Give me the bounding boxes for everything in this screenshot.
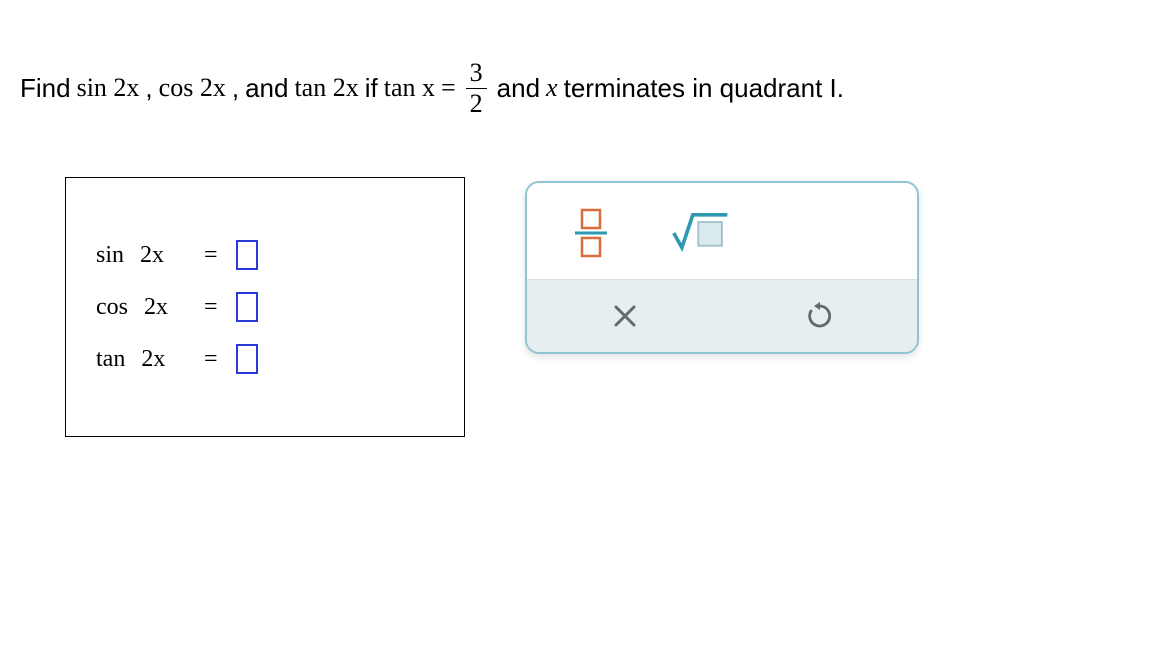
answer-row-sin2x: sin 2x = — [96, 240, 434, 270]
fraction-button[interactable] — [561, 205, 621, 261]
fn: sin — [96, 242, 124, 268]
fn: tan — [96, 346, 125, 372]
x-variable: x — [546, 70, 558, 106]
comma: , — [145, 70, 152, 106]
fraction-icon — [569, 208, 613, 258]
answer-input-tan2x[interactable] — [236, 344, 258, 374]
answer-label: cos 2x — [96, 294, 186, 321]
palette-bottom-row — [527, 279, 917, 352]
sqrt-icon — [671, 209, 731, 257]
clear-button[interactable] — [527, 294, 722, 338]
expr-sin2x: sin 2x — [77, 70, 140, 106]
fraction-denominator: 2 — [466, 88, 487, 117]
fn: cos — [96, 294, 128, 320]
math-text: cos 2x — [159, 73, 226, 102]
if-text: if — [365, 70, 378, 106]
math-text: sin 2x — [77, 73, 140, 102]
question-tail: terminates in quadrant I. — [564, 70, 844, 106]
fraction-3-over-2: 3 2 — [466, 60, 487, 117]
equals-sign: = — [441, 70, 456, 106]
expr-cos2x: cos 2x — [159, 70, 226, 106]
arg: 2x — [141, 346, 165, 372]
fraction-numerator: 3 — [466, 60, 487, 88]
question-lead: Find — [20, 70, 71, 106]
answer-row-tan2x: tan 2x = — [96, 344, 434, 374]
expr-tanx: tan x — [384, 70, 435, 106]
math-palette — [525, 181, 919, 354]
sqrt-button[interactable] — [671, 205, 731, 261]
answer-row-cos2x: cos 2x = — [96, 292, 434, 322]
math-question-page: Find sin 2x , cos 2x , and tan 2x if tan… — [0, 0, 1173, 457]
answer-label: sin 2x — [96, 242, 186, 269]
equals: = — [204, 346, 218, 373]
reset-icon — [805, 301, 835, 331]
arg: 2x — [140, 242, 164, 268]
comma: , — [232, 70, 239, 106]
math-text: tan x — [384, 73, 435, 102]
math-text: tan 2x — [294, 73, 358, 102]
close-icon — [611, 302, 639, 330]
arg: 2x — [144, 294, 168, 320]
and-text: and — [245, 70, 288, 106]
answer-label: tan 2x — [96, 346, 186, 373]
question-text: Find sin 2x , cos 2x , and tan 2x if tan… — [20, 60, 1153, 117]
and-text-2: and — [497, 70, 540, 106]
reset-button[interactable] — [722, 294, 917, 338]
equals: = — [204, 242, 218, 269]
expr-tan2x: tan 2x — [294, 70, 358, 106]
answer-input-cos2x[interactable] — [236, 292, 258, 322]
palette-top-row — [527, 183, 917, 279]
equals: = — [204, 294, 218, 321]
answer-box: sin 2x = cos 2x = tan — [65, 177, 465, 437]
lower-section: sin 2x = cos 2x = tan — [65, 177, 1153, 437]
answer-input-sin2x[interactable] — [236, 240, 258, 270]
